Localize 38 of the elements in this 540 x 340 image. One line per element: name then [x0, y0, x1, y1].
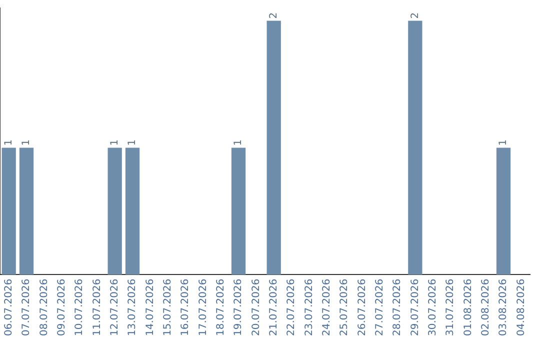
data-label: 1: [233, 139, 244, 146]
x-tick-label: 04.08.2026: [516, 278, 527, 336]
x-tick-label: 19.07.2026: [233, 278, 244, 336]
x-tick-label: 29.07.2026: [410, 278, 421, 336]
x-tick-label: 09.07.2026: [56, 278, 68, 336]
x-tick-label: 22.07.2026: [286, 278, 298, 336]
x-tick-label: 16.07.2026: [180, 278, 192, 336]
data-label: 1: [498, 139, 510, 146]
x-tick-label: 23.07.2026: [304, 278, 315, 336]
x-tick-label: 26.07.2026: [356, 278, 368, 336]
data-label: 1: [21, 139, 32, 146]
x-tick-label: 03.08.2026: [498, 278, 510, 336]
x-tick-label: 17.07.2026: [198, 278, 209, 336]
data-label: 2: [410, 12, 421, 19]
x-tick-label: 20.07.2026: [250, 278, 262, 336]
x-tick-label: 25.07.2026: [339, 278, 350, 336]
x-tick-label: 31.07.2026: [445, 278, 456, 336]
x-tick-label: 01.08.2026: [462, 278, 474, 336]
x-tick-label: 27.07.2026: [374, 278, 386, 336]
x-tick-label: 02.08.2026: [480, 278, 492, 336]
data-label: 2: [268, 12, 280, 19]
x-tick-label: 10.07.2026: [74, 278, 86, 336]
data-label: 1: [109, 139, 120, 146]
x-tick-label: 21.07.2026: [268, 278, 280, 336]
x-tick-label: 18.07.2026: [215, 278, 226, 336]
x-tick-label: 12.07.2026: [109, 278, 120, 336]
x-tick-label: 14.07.2026: [144, 278, 156, 336]
x-tick-label: 07.07.2026: [21, 278, 32, 336]
data-label: 1: [127, 139, 138, 146]
x-tick-label: 06.07.2026: [3, 278, 14, 336]
x-tick-label: 28.07.2026: [392, 278, 404, 336]
x-tick-label: 13.07.2026: [127, 278, 138, 336]
x-tick-label: 15.07.2026: [162, 278, 174, 336]
x-tick-label: 11.07.2026: [92, 278, 103, 336]
x-tick-label: 08.07.2026: [38, 278, 50, 336]
data-label: 1: [3, 139, 14, 146]
x-tick-label: 24.07.2026: [321, 278, 332, 336]
x-tick-label: 30.07.2026: [427, 278, 438, 336]
